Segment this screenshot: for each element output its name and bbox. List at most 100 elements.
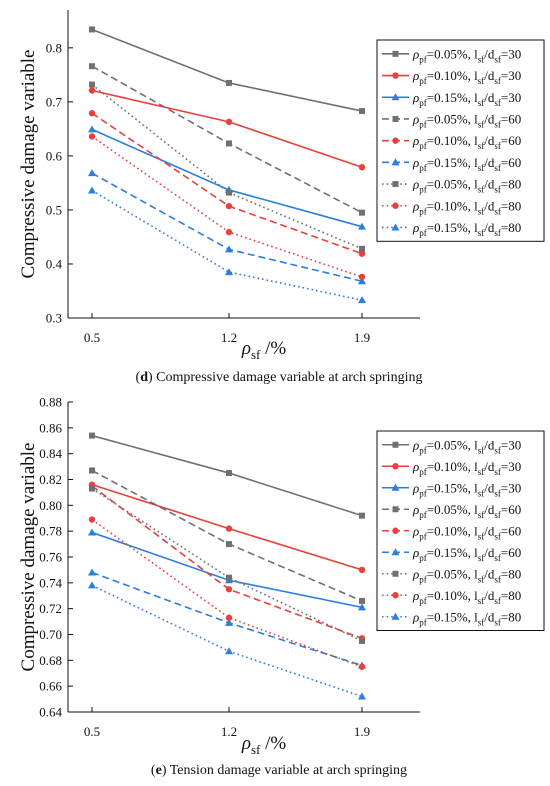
data-point — [358, 164, 366, 171]
x-axis-title: ρsf /% — [241, 338, 287, 362]
legend-marker — [392, 181, 399, 188]
data-point — [358, 277, 366, 285]
data-point — [225, 268, 233, 276]
y-tick-label: 0.88 — [39, 395, 62, 410]
y-tick-label: 0.64 — [39, 705, 62, 720]
x-axis-title: ρsf /% — [241, 733, 287, 757]
legend-marker — [391, 612, 400, 620]
y-axis-title: Compressive damage variable — [18, 50, 39, 279]
series-2 — [88, 481, 366, 574]
y-tick-label: 0.5 — [46, 202, 62, 217]
data-point — [226, 140, 232, 147]
data-point — [358, 566, 366, 574]
data-point — [88, 110, 96, 117]
legend-label: ρpf=0.05%, lsf/dsf=60 — [412, 502, 521, 520]
data-point — [89, 432, 95, 439]
data-point — [358, 222, 366, 230]
series-line — [91, 28, 363, 112]
y-tick-label: 0.66 — [39, 679, 62, 694]
legend-marker — [392, 50, 399, 57]
x-tick-label: 1.2 — [221, 724, 237, 739]
data-point — [225, 586, 233, 593]
legend-label: ρpf=0.05%, lsf/dsf=80 — [412, 566, 521, 584]
data-point — [88, 133, 96, 140]
x-tick-label: 1.9 — [354, 724, 370, 739]
data-point — [225, 618, 233, 626]
y-tick-label: 0.82 — [39, 472, 62, 487]
legend-label: ρpf=0.10%, lsf/dsf=80 — [412, 198, 521, 216]
y-axis-title: Compressive damage variable — [18, 443, 39, 672]
data-point — [358, 250, 366, 257]
y-tick-label: 0.70 — [39, 627, 62, 642]
series-9 — [88, 581, 366, 700]
legend-label: ρpf=0.15%, lsf/dsf=80 — [412, 220, 521, 238]
legend-marker — [392, 72, 399, 79]
figure-caption: (d) Compressive damage variable at arch … — [136, 370, 423, 385]
x-tick-label: 1.9 — [354, 330, 370, 345]
data-point — [88, 87, 96, 94]
data-point — [359, 108, 365, 115]
caption-text: Compressive damage variable at arch spri… — [156, 370, 422, 385]
data-point — [225, 228, 233, 236]
data-point — [225, 525, 233, 532]
data-point — [225, 647, 233, 655]
data-point — [359, 209, 365, 216]
x-tick-label: 0.5 — [84, 330, 100, 345]
legend-label: ρpf=0.10%, lsf/dsf=60 — [412, 523, 521, 541]
figure-caption: (e) Tension damage variable at arch spri… — [151, 763, 407, 778]
data-point — [89, 26, 95, 33]
data-point — [88, 186, 96, 194]
data-point — [88, 568, 96, 576]
data-point — [226, 470, 232, 477]
data-point — [226, 541, 232, 548]
y-tick-label: 0.84 — [39, 446, 62, 461]
series-9 — [88, 186, 366, 304]
data-point — [225, 245, 233, 253]
y-tick-label: 0.4 — [46, 256, 63, 271]
data-point — [226, 189, 232, 196]
data-point — [225, 202, 233, 210]
legend-label: ρpf=0.10%, lsf/dsf=30 — [412, 68, 521, 86]
data-point — [89, 467, 95, 474]
data-point — [358, 663, 366, 670]
chart-panel-d: 0.3 0.4 0.5 0.6 0.7 0.8 0.5 1.2 1.9 Compressive d… — [18, 10, 545, 385]
legend-label: ρpf=0.10%, lsf/dsf=60 — [412, 133, 521, 151]
data-point — [225, 118, 233, 126]
legend-marker — [391, 548, 400, 556]
data-point — [88, 528, 96, 536]
data-point — [89, 63, 95, 70]
series-8 — [88, 516, 366, 670]
series-line — [91, 518, 363, 668]
legend-marker — [392, 202, 399, 209]
legend-label: ρpf=0.05%, lsf/dsf=30 — [412, 437, 521, 455]
legend-label: ρpf=0.10%, lsf/dsf=80 — [412, 588, 521, 606]
y-tick-label: 0.7 — [46, 94, 63, 109]
legend-marker — [392, 441, 399, 448]
series-6 — [88, 169, 366, 285]
legend-marker — [392, 506, 399, 513]
series-7 — [89, 81, 365, 252]
y-tick-label: 0.72 — [39, 601, 62, 616]
caption-letter: d — [140, 370, 148, 385]
data-point — [358, 603, 366, 611]
legend-marker — [392, 592, 399, 599]
legend-marker — [391, 93, 400, 101]
series-3 — [88, 528, 366, 611]
data-point — [88, 516, 96, 523]
data-point — [359, 512, 365, 519]
legend-label: ρpf=0.05%, lsf/dsf=30 — [412, 46, 521, 64]
chart-panel-e: 0.64 0.66 0.68 0.70 0.72 0.74 0.76 0.78 0.80 0.82… — [18, 395, 545, 778]
data-point — [89, 81, 95, 88]
y-tick-label: 0.80 — [39, 498, 62, 513]
legend-label: ρpf=0.15%, lsf/dsf=60 — [412, 545, 521, 563]
legend-label: ρpf=0.15%, lsf/dsf=30 — [412, 480, 521, 498]
caption-text: Tension damage variable at arch springin… — [170, 763, 407, 778]
legend-label: ρpf=0.10%, lsf/dsf=30 — [412, 459, 521, 477]
legend-label: ρpf=0.05%, lsf/dsf=80 — [412, 177, 521, 195]
legend-marker — [392, 115, 399, 122]
legend: ρpf=0.05%, lsf/dsf=30 ρpf=0.10%, lsf/dsf=… — [376, 430, 545, 631]
series-4 — [89, 63, 365, 216]
legend-marker — [391, 483, 400, 491]
legend-marker — [392, 463, 399, 470]
legend-label: ρpf=0.15%, lsf/dsf=60 — [412, 155, 521, 173]
